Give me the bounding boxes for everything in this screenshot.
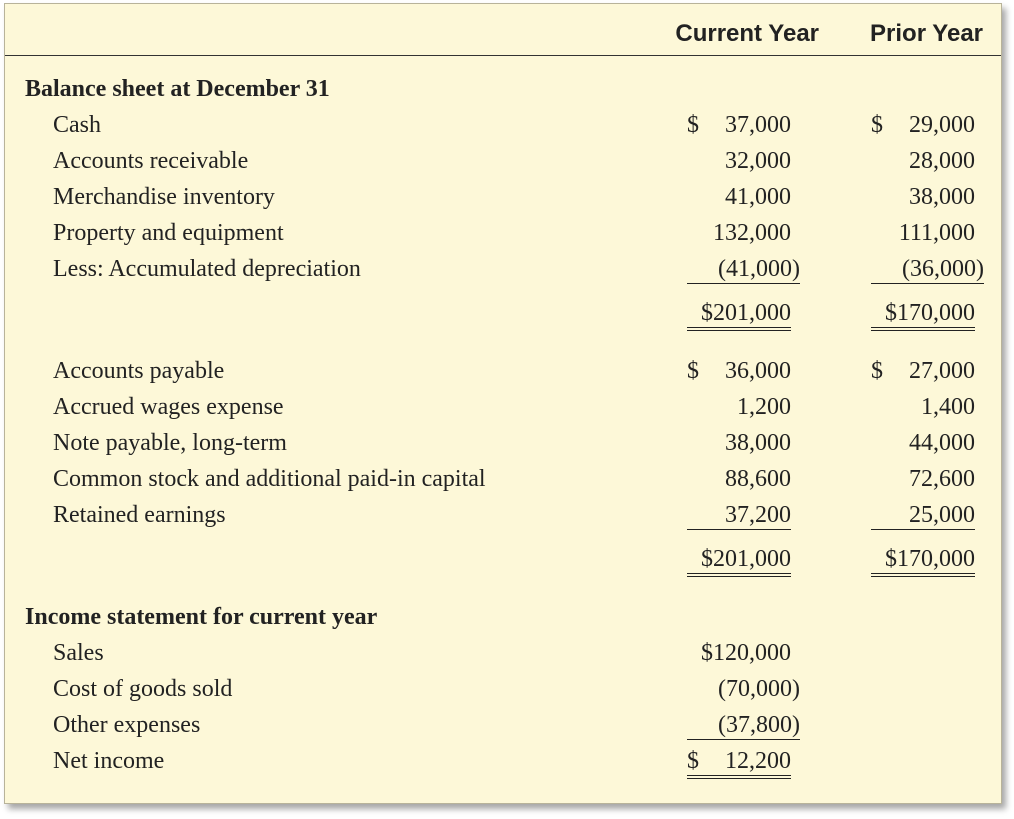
amount: 32,000	[725, 148, 791, 174]
amount: 41,000	[725, 184, 791, 210]
row-label: Less: Accumulated depreciation	[53, 256, 361, 282]
current-value: 32,000	[687, 148, 791, 175]
amount: 29,000	[909, 112, 975, 138]
currency-symbol: $	[871, 112, 883, 138]
current-value: $37,000	[687, 112, 791, 139]
table-row: Property and equipment 132,000 111,000	[5, 220, 1001, 256]
table-row: Other expenses (37,800)	[5, 712, 1001, 748]
amount: 88,600	[725, 466, 791, 492]
current-total: $201,000	[687, 300, 791, 331]
row-label: Accounts receivable	[53, 148, 249, 174]
row-label: Property and equipment	[53, 220, 284, 246]
income-statement-section: Income statement for current year	[5, 604, 1001, 640]
amount: 37,200	[725, 502, 791, 528]
amount: 38,000	[725, 430, 791, 456]
amount: 25,000	[909, 502, 975, 528]
prior-value: $29,000	[871, 112, 975, 139]
table-row: Retained earnings 37,200 25,000	[5, 502, 1001, 538]
row-label: Accounts payable	[53, 358, 225, 384]
currency-symbol: $	[687, 112, 699, 138]
amount: 132,000	[713, 220, 791, 246]
current-value: (70,000)	[687, 676, 800, 703]
section-title: Income statement for current year	[25, 604, 378, 630]
table-row: Sales $120,000	[5, 640, 1001, 676]
amount: 1,200	[737, 394, 791, 420]
row-label: Merchandise inventory	[53, 184, 275, 210]
row-label: Accrued wages expense	[53, 394, 284, 420]
current-value: (41,000)	[687, 256, 800, 284]
amount: (36,000)	[902, 256, 984, 282]
amount: 1,400	[921, 394, 975, 420]
amount: (70,000)	[718, 676, 800, 702]
table-row: Common stock and additional paid-in capi…	[5, 466, 1001, 502]
amount: 38,000	[909, 184, 975, 210]
amount: 111,000	[898, 220, 975, 246]
financial-statements-panel: Current Year Prior Year Balance sheet at…	[4, 3, 1002, 804]
table-row: Cash $37,000 $29,000	[5, 112, 1001, 148]
amount: (37,800)	[718, 712, 800, 738]
row-label: Net income	[53, 748, 165, 774]
amount: 12,200	[725, 748, 791, 774]
current-value: 37,200	[687, 502, 791, 530]
prior-value: 111,000	[871, 220, 975, 247]
balance-sheet-section: Balance sheet at December 31	[5, 76, 1001, 112]
current-value: $120,000	[687, 640, 791, 667]
table-row: Less: Accumulated depreciation (41,000) …	[5, 256, 1001, 292]
currency-symbol: $	[687, 748, 699, 774]
prior-value: 25,000	[871, 502, 975, 530]
header-current-year: Current Year	[675, 20, 819, 47]
amount: $170,000	[885, 300, 975, 326]
prior-total: $170,000	[871, 300, 975, 331]
table-row: Accounts receivable 32,000 28,000	[5, 148, 1001, 184]
current-value: (37,800)	[687, 712, 800, 740]
table-row: Accounts payable $36,000 $27,000	[5, 358, 1001, 394]
current-value: 41,000	[687, 184, 791, 211]
amount: $201,000	[701, 300, 791, 326]
prior-total: $170,000	[871, 546, 975, 577]
total-row: $201,000 $170,000	[5, 300, 1001, 336]
current-value: $12,200	[687, 748, 791, 779]
amount: 72,600	[909, 466, 975, 492]
prior-value: 44,000	[871, 430, 975, 457]
amount: 37,000	[725, 112, 791, 138]
current-value: 132,000	[687, 220, 791, 247]
row-label: Sales	[53, 640, 104, 666]
total-row: $201,000 $170,000	[5, 546, 1001, 582]
amount: 28,000	[909, 148, 975, 174]
section-title: Balance sheet at December 31	[25, 76, 330, 102]
amount: 36,000	[725, 358, 791, 384]
row-label: Cash	[53, 112, 101, 138]
current-value: 1,200	[687, 394, 791, 421]
amount: 44,000	[909, 430, 975, 456]
amount: (41,000)	[718, 256, 800, 282]
row-label: Retained earnings	[53, 502, 226, 528]
row-label: Other expenses	[53, 712, 201, 738]
header-rule	[5, 55, 1001, 56]
current-value: 38,000	[687, 430, 791, 457]
table-row: Net income $12,200	[5, 748, 1001, 784]
current-value: $36,000	[687, 358, 791, 385]
prior-value: $27,000	[871, 358, 975, 385]
table-row: Merchandise inventory 41,000 38,000	[5, 184, 1001, 220]
prior-value: 28,000	[871, 148, 975, 175]
prior-value: 72,600	[871, 466, 975, 493]
current-value: 88,600	[687, 466, 791, 493]
currency-symbol: $	[687, 358, 699, 384]
prior-value: 38,000	[871, 184, 975, 211]
prior-value: 1,400	[871, 394, 975, 421]
header-prior-year: Prior Year	[870, 20, 983, 47]
amount: $120,000	[701, 640, 791, 666]
table-row: Accrued wages expense 1,200 1,400	[5, 394, 1001, 430]
current-total: $201,000	[687, 546, 791, 577]
table-row: Note payable, long-term 38,000 44,000	[5, 430, 1001, 466]
row-label: Note payable, long-term	[53, 430, 287, 456]
amount: $170,000	[885, 546, 975, 572]
currency-symbol: $	[871, 358, 883, 384]
row-label: Common stock and additional paid-in capi…	[53, 466, 486, 492]
amount: $201,000	[701, 546, 791, 572]
amount: 27,000	[909, 358, 975, 384]
table-row: Cost of goods sold (70,000)	[5, 676, 1001, 712]
prior-value: (36,000)	[871, 256, 984, 284]
row-label: Cost of goods sold	[53, 676, 233, 702]
